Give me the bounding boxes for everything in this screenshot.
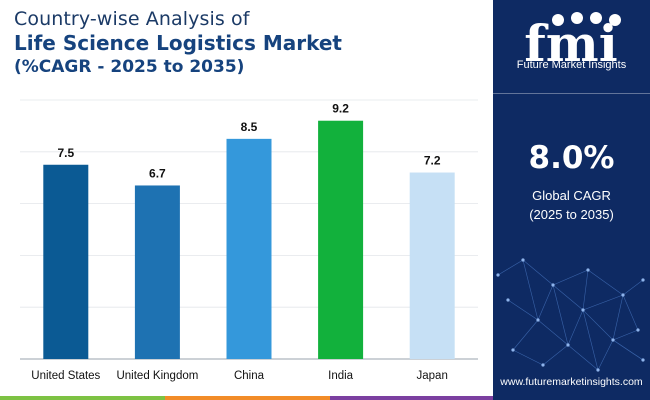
logo-subtitle: Future Market Insights <box>516 59 627 71</box>
bar <box>43 164 89 359</box>
network-graphic <box>496 258 645 372</box>
chart-title: Country-wise Analysis of Life Science Lo… <box>14 8 342 78</box>
bar <box>226 138 272 359</box>
bar-value-label: 8.5 <box>241 120 258 134</box>
title-line-1: Country-wise Analysis of <box>14 8 250 30</box>
global-cagr-label-line-1: Global CAGR <box>532 188 611 203</box>
website-url[interactable]: www.futuremarketinsights.com <box>500 376 643 388</box>
bottom-stripe-purple <box>330 396 493 400</box>
logo-dot-icon <box>609 14 621 26</box>
bar <box>409 172 455 359</box>
title-line-3: (%CAGR - 2025 to 2035) <box>14 57 245 77</box>
title-line-2: Life Science Logistics Market <box>14 31 342 55</box>
logo-dot-icon <box>571 12 583 24</box>
panel-divider <box>493 93 650 94</box>
bar <box>134 185 180 359</box>
x-tick-label: United Kingdom <box>116 370 198 382</box>
logo-dot-icon <box>590 12 602 24</box>
bar-value-label: 7.5 <box>57 146 74 160</box>
bottom-stripe-green <box>0 396 165 400</box>
fmi-logo: fmi <box>524 12 621 73</box>
side-panel: fmi Future Market Insights 8.0% Global C… <box>493 0 650 400</box>
bar-chart: 7.5 United States 6.7 United Kingdom 8.5 Chin… <box>20 99 478 382</box>
global-cagr-value: 8.0% <box>528 140 615 176</box>
logo-dot-icon <box>552 14 564 26</box>
global-cagr-label-line-2: (2025 to 2035) <box>529 207 614 222</box>
bar-value-label: 9.2 <box>332 102 349 116</box>
logo-text: fmi <box>524 14 617 73</box>
bar <box>318 120 364 359</box>
x-tick-label: United States <box>31 370 100 382</box>
bar-value-label: 7.2 <box>424 154 441 168</box>
bar-value-label: 6.7 <box>149 166 166 180</box>
x-tick-label: China <box>234 370 265 382</box>
bottom-stripe-orange <box>165 396 330 400</box>
x-tick-label: India <box>328 370 354 382</box>
x-tick-label: Japan <box>417 370 448 382</box>
global-cagr-label: Global CAGR (2025 to 2035) <box>493 186 650 224</box>
